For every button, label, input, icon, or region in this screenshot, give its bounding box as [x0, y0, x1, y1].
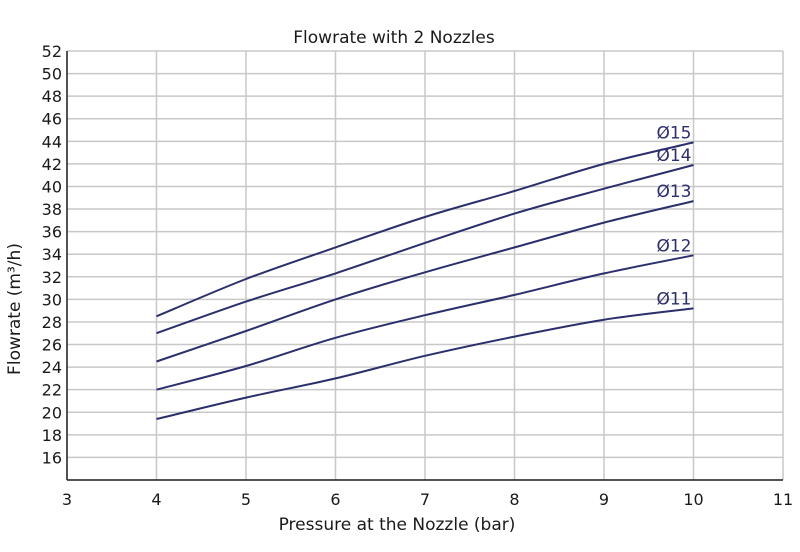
- y-tick-label: 30: [42, 290, 62, 309]
- x-tick-label: 8: [509, 490, 519, 509]
- series-label: Ø13: [656, 182, 691, 202]
- y-tick-label: 18: [42, 426, 62, 445]
- y-tick-label: 32: [42, 268, 62, 287]
- axes: [66, 51, 783, 481]
- y-tick-label: 34: [42, 245, 62, 264]
- x-tick-label: 5: [241, 490, 251, 509]
- y-tick-label: 52: [42, 42, 62, 61]
- y-tick-label: 42: [42, 155, 62, 174]
- x-tick-label: 3: [62, 490, 72, 509]
- series-line-Ø11: [156, 307, 694, 420]
- series-labels: Ø11 Ø12 Ø13 Ø14 Ø15: [656, 123, 691, 309]
- y-tick-label: 48: [42, 87, 62, 106]
- tick-labels: 3 4 5 6 7 8 9 10 1116182022242628303234363840424…: [42, 42, 794, 509]
- series-label: Ø11: [656, 289, 691, 309]
- x-tick-label: 6: [330, 490, 340, 509]
- series-label: Ø14: [656, 146, 691, 166]
- y-tick-label: 20: [42, 403, 62, 422]
- y-tick-label: 24: [42, 358, 62, 377]
- series-lines: [156, 141, 694, 420]
- y-tick-label: 44: [42, 132, 62, 151]
- y-tick-label: 28: [42, 313, 62, 332]
- y-axis-title: Flowrate (m³/h): [5, 243, 25, 375]
- series-line-Ø13: [156, 200, 694, 363]
- gridlines: [67, 50, 784, 480]
- x-tick-label: 10: [683, 490, 703, 509]
- x-tick-label: 9: [599, 490, 609, 509]
- x-tick-label: 4: [151, 490, 161, 509]
- x-tick-label: 11: [773, 490, 793, 509]
- x-axis-title: Pressure at the Nozzle (bar): [279, 515, 516, 535]
- series-label: Ø12: [656, 236, 691, 256]
- series-line-Ø14: [156, 164, 694, 335]
- series-label: Ø15: [656, 123, 691, 143]
- y-tick-label: 26: [42, 336, 62, 355]
- y-tick-label: 22: [42, 381, 62, 400]
- series-line-Ø12: [156, 254, 694, 391]
- chart-title: Flowrate with 2 Nozzles: [293, 28, 495, 48]
- y-tick-label: 36: [42, 223, 62, 242]
- y-tick-label: 40: [42, 177, 62, 196]
- y-tick-label: 46: [42, 110, 62, 129]
- x-tick-label: 7: [420, 490, 430, 509]
- y-tick-label: 38: [42, 200, 62, 219]
- series-line-Ø15: [156, 141, 694, 318]
- y-tick-label: 16: [42, 448, 62, 467]
- y-tick-label: 50: [42, 65, 62, 84]
